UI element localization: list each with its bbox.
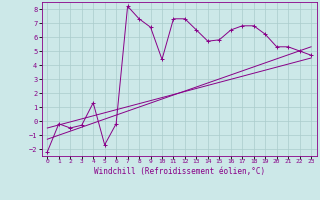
X-axis label: Windchill (Refroidissement éolien,°C): Windchill (Refroidissement éolien,°C) xyxy=(94,167,265,176)
